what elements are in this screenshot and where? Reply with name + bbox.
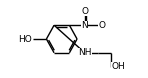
Text: O: O <box>99 21 106 30</box>
Text: O: O <box>81 7 88 16</box>
Text: NH: NH <box>78 48 91 57</box>
Text: OH: OH <box>112 62 125 71</box>
Text: N: N <box>81 21 88 30</box>
Text: HO: HO <box>18 34 32 44</box>
